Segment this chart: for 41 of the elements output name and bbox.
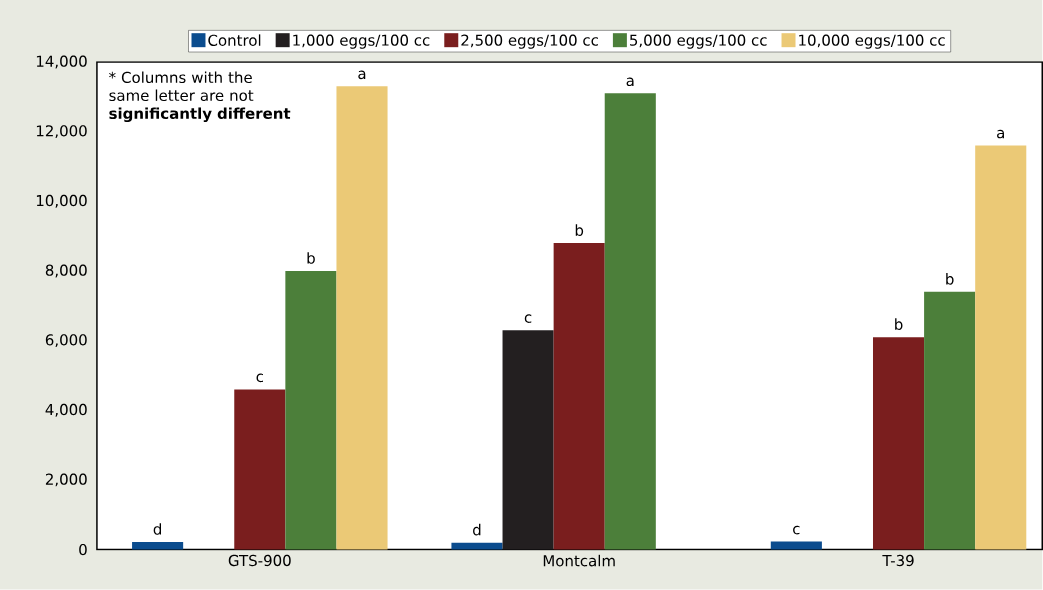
data-label: a [626,77,634,87]
y-tick-label: 8,000 [45,264,87,278]
y-tick-label: 4,000 [45,404,87,417]
y-tick-label: 12,000 [36,125,87,139]
bar [285,271,337,550]
bar [872,337,925,550]
legend-label: 5,000 eggs/100 cc [630,34,767,49]
data-label: d [153,523,161,535]
y-tick-label: 0 [79,544,87,556]
annotation: * Columns with the same letter are not significantly different [109,71,291,123]
data-label: c [793,526,800,535]
x-tick-label: GTS-900 [228,555,291,567]
legend-label: 10,000 eggs/100 cc [799,34,945,49]
legend-label: 2,500 eggs/100 cc [461,34,598,49]
data-label: b [575,224,584,237]
bar [451,542,503,550]
data-label: c [524,314,532,324]
data-label: a [358,70,366,80]
bar [336,86,388,550]
data-label: b [895,318,903,331]
data-label: c [256,373,263,383]
bar [234,389,286,550]
data-label: d [473,524,481,536]
legend-label: 1,000 eggs/100 cc [293,34,430,49]
data-label: b [307,252,315,264]
bar [502,330,554,550]
bar [975,145,1027,550]
bar [604,93,656,550]
x-tick-label: T-39 [882,555,914,567]
bar [553,243,605,550]
y-tick-label: 14,000 [36,55,87,69]
data-label: b [946,273,954,285]
y-tick-label: 2,000 [45,473,87,487]
data-label: a [997,129,1004,139]
bar [770,541,822,550]
bar [924,292,976,550]
legend-label: Control [208,34,261,47]
y-tick-label: 6,000 [45,334,87,348]
bar [132,542,184,550]
y-tick-label: 10,000 [36,195,87,208]
x-tick-label: Montcalm [543,555,615,567]
